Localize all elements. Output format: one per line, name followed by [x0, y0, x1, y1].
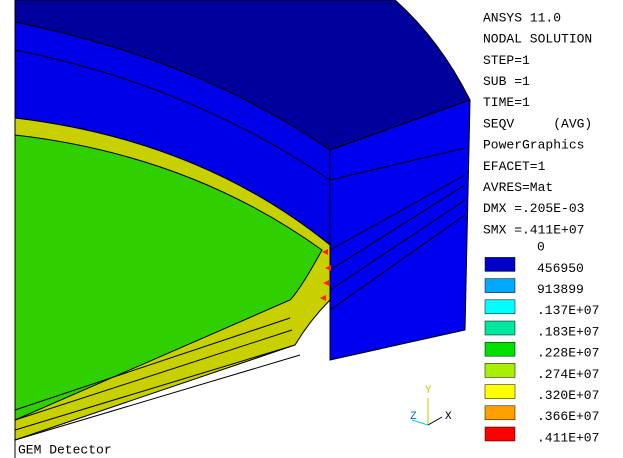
screen: Y Z X GEM Detector ANSYS 11.0 NODAL SOLUT… — [0, 0, 623, 458]
info-panel: ANSYS 11.0 NODAL SOLUTION STEP=1 SUB =1 TIME… — [483, 10, 599, 445]
legend-label: 0 — [537, 240, 545, 255]
info-line: NODAL SOLUTION — [483, 32, 592, 47]
triad-z: Z — [410, 411, 417, 423]
legend-swatch — [485, 279, 515, 293]
info-line: PowerGraphics — [483, 138, 584, 153]
info-line: STEP=1 — [483, 53, 530, 68]
legend-label: .320E+07 — [537, 388, 599, 403]
legend-label: .411E+07 — [537, 430, 599, 445]
info-line: SMX =.411E+07 — [483, 222, 584, 237]
legend-label: .366E+07 — [537, 409, 599, 424]
info-line: AVRES=Mat — [483, 180, 553, 195]
triad-y: Y — [425, 385, 432, 397]
legend-swatch — [485, 321, 515, 335]
legend-swatch — [485, 385, 515, 399]
info-line: SUB =1 — [483, 74, 530, 89]
legend-label: .228E+07 — [537, 346, 599, 361]
model — [15, 0, 470, 458]
caption: GEM Detector — [18, 442, 112, 457]
legend-swatch — [485, 427, 515, 441]
legend-label: .183E+07 — [537, 324, 599, 339]
info-line: EFACET=1 — [483, 159, 546, 174]
legend-swatch — [485, 363, 515, 377]
info-line: SEQV (AVG) — [483, 116, 592, 131]
info-line: ANSYS 11.0 — [483, 10, 561, 25]
legend-swatch — [485, 342, 515, 356]
legend-label: 913899 — [537, 282, 584, 297]
triad-x: X — [445, 411, 452, 423]
legend-label: .274E+07 — [537, 367, 599, 382]
legend-label: 456950 — [537, 261, 584, 276]
legend-swatch — [485, 257, 515, 271]
legend-label: .137E+07 — [537, 303, 599, 318]
info-line: DMX =.205E-03 — [483, 201, 584, 216]
legend-swatch — [485, 406, 515, 420]
result-view: Y Z X GEM Detector ANSYS 11.0 NODAL SOLUT… — [0, 0, 623, 458]
legend-swatch — [485, 300, 515, 314]
info-line: TIME=1 — [483, 95, 530, 110]
